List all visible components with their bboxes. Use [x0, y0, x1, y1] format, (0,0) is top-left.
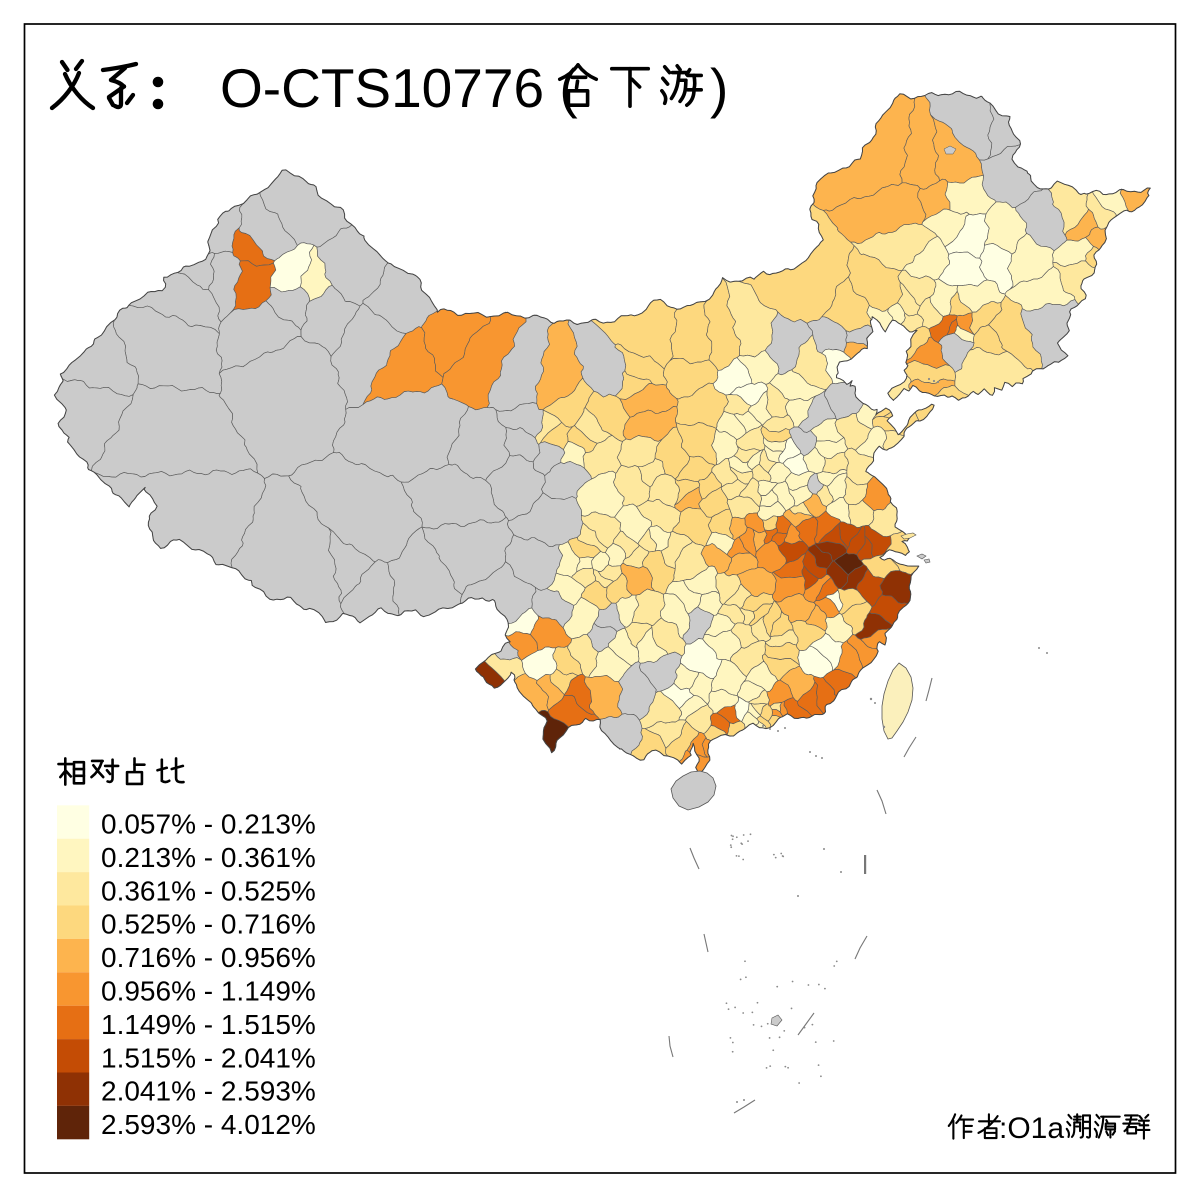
svg-text:0.213% - 0.361%: 0.213% - 0.361% [101, 842, 316, 873]
svg-text:O-CTS10776 (: O-CTS10776 ( [220, 57, 578, 119]
svg-text:): ) [710, 57, 728, 119]
svg-text:0.057% - 0.213%: 0.057% - 0.213% [101, 809, 316, 840]
svg-text:2.041% - 2.593%: 2.041% - 2.593% [101, 1076, 316, 1107]
svg-text:1.149% - 1.515%: 1.149% - 1.515% [101, 1009, 316, 1040]
svg-text:1.515% - 2.041%: 1.515% - 2.041% [101, 1042, 316, 1073]
svg-text:2.593% - 4.012%: 2.593% - 4.012% [101, 1109, 316, 1140]
svg-text::O1a: :O1a [999, 1112, 1064, 1145]
svg-text:0.716% - 0.956%: 0.716% - 0.956% [101, 942, 316, 973]
svg-text:0.361% - 0.525%: 0.361% - 0.525% [101, 875, 316, 906]
svg-text:0.525% - 0.716%: 0.525% - 0.716% [101, 909, 316, 940]
svg-text:0.956% - 1.149%: 0.956% - 1.149% [101, 976, 316, 1007]
